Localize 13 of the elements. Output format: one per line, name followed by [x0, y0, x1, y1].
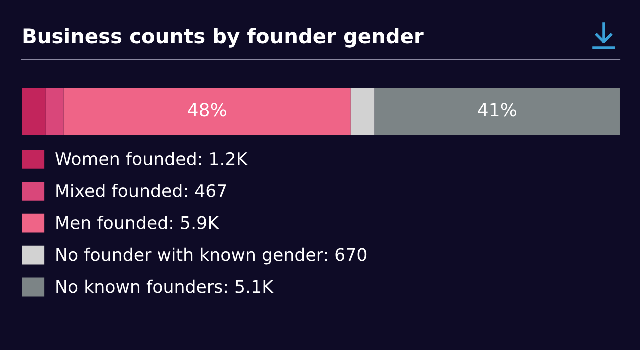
chart-title: Business counts by founder gender — [24, 28, 424, 48]
bar — [46, 88, 64, 135]
legend-label: No founder with known gender: 670 — [56, 248, 367, 265]
data-label: 48% — [188, 103, 226, 117]
legend-label: No known founders: 5.1K — [56, 280, 274, 294]
bar — [64, 88, 351, 135]
bar — [374, 88, 620, 135]
data-label: 41% — [478, 103, 516, 117]
bar — [350, 88, 375, 135]
bar — [22, 88, 46, 135]
legend-label: Men founded: 5.9K — [56, 216, 220, 230]
legend-label: Mixed founded: 467 — [56, 184, 226, 198]
legend-label: Women founded: 1.2K — [56, 152, 248, 166]
